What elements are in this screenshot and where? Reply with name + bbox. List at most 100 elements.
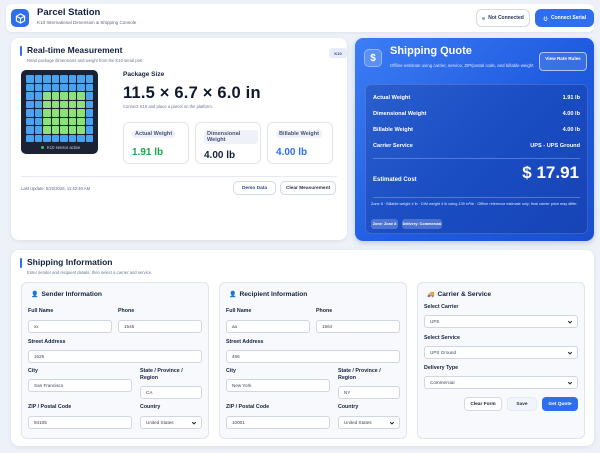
sensor-cell	[77, 92, 85, 100]
sensor-cell	[51, 75, 59, 83]
actual-weight-value: 1.91 lb	[132, 147, 164, 158]
sensor-cell	[34, 92, 42, 100]
quote-row-value: UPS - UPS Ground	[530, 143, 580, 149]
package-dimensions: 11.5 × 6.7 × 6.0 in	[123, 84, 261, 102]
sensor-cell	[85, 109, 93, 117]
dimensional-weight-card: Dimensional Weight 4.00 lb	[195, 122, 261, 164]
sensor-cell	[26, 92, 34, 100]
view-rate-rules-button[interactable]: View Rate Rules	[539, 52, 587, 71]
service-select[interactable]: UPS Ground	[424, 346, 578, 359]
quote-summary: Actual Weight 1.91 lb Dimensional Weight…	[365, 84, 588, 234]
sensor-cell	[34, 75, 42, 83]
sensor-cell	[51, 126, 59, 134]
sensor-cell	[43, 75, 51, 83]
demo-data-button[interactable]: Demo Data	[233, 181, 276, 195]
chevron-down-icon	[191, 421, 197, 425]
chevron-down-icon	[567, 351, 573, 355]
sensor-cell	[68, 134, 76, 142]
quote-row-label: Billable Weight	[373, 127, 413, 133]
sender-street-input[interactable]: 1626	[28, 350, 202, 363]
sensor-cell	[51, 100, 59, 108]
sender-name-label: Full Name	[28, 308, 54, 314]
sensor-cell	[60, 126, 68, 134]
sensor-cell	[85, 117, 93, 125]
sender-street-label: Street Address	[28, 339, 66, 345]
chevron-down-icon	[389, 421, 395, 425]
sensor-cell	[68, 109, 76, 117]
sensor-cell	[51, 134, 59, 142]
sensor-cell	[43, 92, 51, 100]
shipping-information-card: Shipping Information Enter sender and re…	[11, 250, 594, 446]
sensor-cell	[51, 92, 59, 100]
sender-zip-input[interactable]: 94105	[28, 416, 132, 429]
connection-status-button[interactable]: Not Connected	[476, 9, 530, 27]
save-button[interactable]: Save	[507, 397, 537, 411]
sensor-status: K10 sensor active	[41, 145, 80, 150]
package-size-label: Package Size	[123, 71, 165, 78]
estimated-cost-value: $ 17.91	[522, 163, 579, 182]
app-header: Parcel Station K10 International Dimensi…	[6, 4, 594, 32]
recipient-zip-label: ZIP / Postal Code	[226, 404, 270, 410]
recipient-name-input[interactable]: aa	[226, 320, 310, 333]
sensor-cell	[77, 100, 85, 108]
quote-row-label: Carrier Service	[373, 143, 413, 149]
sensor-cell	[85, 134, 93, 142]
sender-name-input[interactable]: xx	[28, 320, 112, 333]
sensor-cell	[85, 83, 93, 91]
carrier-title: 🚚 Carrier & Service	[427, 291, 491, 298]
recipient-title-label: Recipient Information	[239, 291, 308, 298]
recipient-country-select[interactable]: United States	[338, 416, 400, 429]
clear-measurement-button[interactable]: Clear Measurement	[280, 181, 336, 195]
sensor-cell	[68, 92, 76, 100]
sender-country-select[interactable]: United States	[140, 416, 202, 429]
sensor-cell	[85, 75, 93, 83]
delivery-type-select[interactable]: Commercial	[424, 376, 578, 389]
sensor-cell	[43, 117, 51, 125]
sensor-cell	[60, 117, 68, 125]
dollar-icon: $	[364, 49, 382, 67]
sensor-grid	[26, 75, 93, 142]
service-value: UPS Ground	[430, 350, 457, 355]
sensor-cell	[68, 75, 76, 83]
quote-row-value: 1.91 lb	[562, 95, 580, 101]
app-subtitle: K10 International Dimension & Shipping C…	[37, 20, 137, 25]
sensor-cell	[51, 83, 59, 91]
recipient-street-input[interactable]: 456	[226, 350, 400, 363]
sender-phone-input[interactable]: 1546	[118, 320, 202, 333]
quote-divider	[373, 158, 580, 159]
status-dot-icon	[482, 16, 486, 20]
recipient-phone-label: Phone	[316, 308, 333, 314]
sensor-cell	[77, 83, 85, 91]
recipient-zip-input[interactable]: 10001	[226, 416, 330, 429]
sensor-cell	[85, 92, 93, 100]
sensor-cell	[26, 83, 34, 91]
sensor-cell	[34, 100, 42, 108]
get-quote-button[interactable]: Get Quote	[542, 397, 578, 411]
package-hint: Connect K10 and place a parcel on the pl…	[123, 104, 213, 109]
estimated-cost-label: Estimated Cost	[373, 177, 417, 183]
delivery-type-label: Delivery Type	[424, 365, 459, 371]
clear-form-button[interactable]: Clear Form	[464, 397, 502, 411]
active-dot-icon	[41, 146, 44, 149]
carrier-select[interactable]: UPS	[424, 315, 578, 328]
recipient-city-input[interactable]: New York	[226, 379, 330, 392]
sensor-cell	[34, 83, 42, 91]
sender-state-input[interactable]: CA	[140, 386, 202, 399]
sensor-cell	[43, 100, 51, 108]
quote-row-value: 4.00 lb	[562, 127, 580, 133]
recipient-phone-input[interactable]: 1564	[316, 320, 400, 333]
quote-divider	[373, 197, 580, 198]
connect-serial-button[interactable]: Connect Serial	[535, 9, 594, 27]
sender-city-input[interactable]: San Francisco	[28, 379, 132, 392]
measurement-title: Real-time Measurement	[27, 45, 123, 55]
recipient-street-label: Street Address	[226, 339, 264, 345]
quote-row-label: Actual Weight	[373, 95, 411, 101]
quote-note: Zone 8 · Billable weight 4 lb · DIM weig…	[371, 202, 578, 206]
section-accent-bar	[20, 258, 22, 268]
sensor-cell	[51, 109, 59, 117]
recipient-title: 👤 Recipient Information	[229, 291, 307, 298]
carrier-value: UPS	[430, 319, 440, 324]
recipient-state-input[interactable]: NY	[338, 386, 400, 399]
sensor-cell	[60, 83, 68, 91]
carrier-select-label: Select Carrier	[424, 304, 459, 310]
